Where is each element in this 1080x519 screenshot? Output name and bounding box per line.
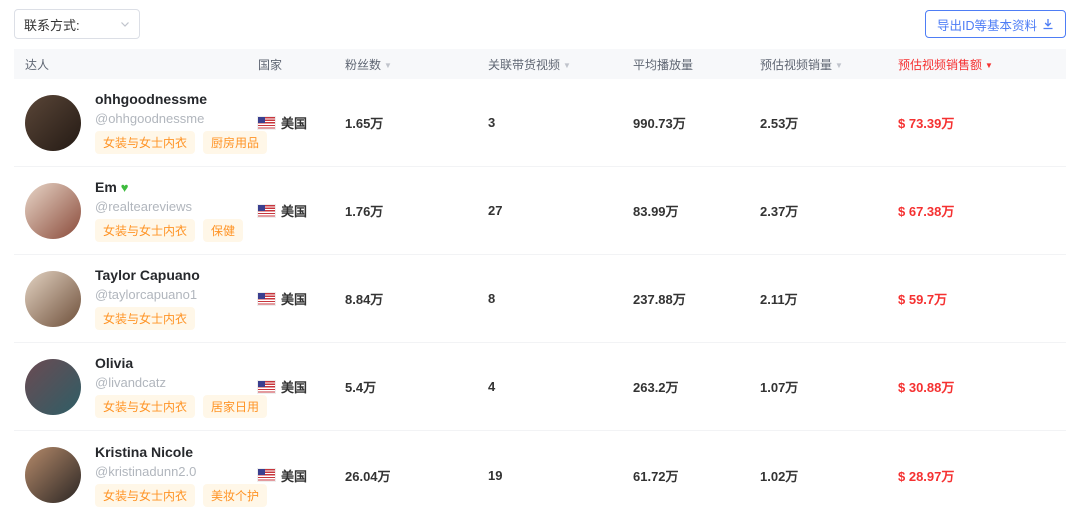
est-sales-amount-cell: $ 67.38万 bbox=[898, 204, 955, 219]
country-cell: 美国 bbox=[257, 289, 345, 308]
col-header-est-sales[interactable]: 预估视频销量 ▼ bbox=[760, 57, 843, 72]
export-basic-info-button[interactable]: 导出ID等基本资料 bbox=[924, 10, 1066, 38]
country-cell: 美国 bbox=[257, 113, 345, 132]
us-flag-icon bbox=[257, 468, 276, 482]
creator-handle: @kristinadunn2.0 bbox=[95, 463, 197, 479]
creator-cell: Taylor Capuano♥ @taylorcapuano1 女装与女士内衣 bbox=[14, 267, 258, 330]
col-header-avg-views: 平均播放量 bbox=[633, 57, 694, 72]
avg-views-cell: 263.2万 bbox=[633, 380, 679, 395]
creator-name: ohhgoodnessme♥ bbox=[95, 91, 208, 107]
avatar[interactable] bbox=[25, 447, 81, 503]
sort-caret-icon: ▼ bbox=[384, 60, 392, 70]
creator-handle: @ohhgoodnessme bbox=[95, 111, 205, 126]
col-header-followers[interactable]: 粉丝数 ▼ bbox=[345, 57, 392, 72]
avg-views-cell: 990.73万 bbox=[633, 116, 686, 131]
related-videos-cell: 27 bbox=[488, 203, 503, 218]
chevron-down-icon bbox=[120, 19, 130, 29]
sort-caret-icon: ▼ bbox=[835, 60, 843, 70]
creator-cell: Kristina Nicole♥ @kristinadunn2.0 女装与女士内… bbox=[14, 444, 268, 507]
est-sales-amount-cell: $ 73.39万 bbox=[898, 116, 955, 131]
followers-cell: 5.4万 bbox=[345, 380, 377, 395]
related-videos-cell: 4 bbox=[488, 379, 496, 394]
export-button-label: 导出ID等基本资料 bbox=[936, 18, 1037, 33]
avg-views-cell: 61.72万 bbox=[633, 468, 679, 484]
est-sales-amount-cell: $ 28.97万 bbox=[898, 468, 955, 484]
est-sales-amount-cell: $ 59.7万 bbox=[898, 292, 948, 307]
category-tag: 女装与女士内衣 bbox=[95, 395, 196, 418]
creator-name: Olivia♥ bbox=[95, 355, 134, 371]
table-row[interactable]: Kristina Nicole♥ @kristinadunn2.0 女装与女士内… bbox=[14, 431, 1066, 519]
col-header-creator: 达人 bbox=[25, 57, 50, 72]
table-row[interactable]: Em ♥ @realteareviews 女装与女士内衣 保健 美国 1.76万 2… bbox=[14, 167, 1066, 255]
country-cell: 美国 bbox=[257, 377, 345, 396]
category-tag: 保健 bbox=[203, 219, 244, 242]
followers-cell: 26.04万 bbox=[345, 468, 391, 484]
contact-filter-dropdown[interactable]: 联系方式: bbox=[14, 9, 140, 39]
est-sales-cell: 2.53万 bbox=[760, 116, 799, 131]
category-tags: 女装与女士内衣 厨房用品 bbox=[95, 131, 268, 154]
us-flag-icon bbox=[257, 291, 276, 306]
followers-cell: 8.84万 bbox=[345, 292, 384, 307]
avatar[interactable] bbox=[25, 182, 81, 239]
us-flag-icon bbox=[257, 115, 276, 130]
avatar[interactable] bbox=[25, 270, 81, 327]
category-tags: 女装与女士内衣 保健 bbox=[95, 219, 244, 242]
creator-cell: Em ♥ @realteareviews 女装与女士内衣 保健 bbox=[14, 179, 258, 242]
category-tag: 女装与女士内衣 bbox=[95, 219, 196, 242]
category-tag: 厨房用品 bbox=[203, 131, 268, 154]
us-flag-icon bbox=[257, 203, 276, 218]
avg-views-cell: 83.99万 bbox=[633, 204, 679, 219]
creator-handle: @realteareviews bbox=[95, 199, 193, 214]
col-header-est-sales-amount[interactable]: 预估视频销售额 ▼ bbox=[898, 57, 993, 72]
avg-views-cell: 237.88万 bbox=[633, 292, 686, 307]
table-header: 达人 国家 粉丝数 ▼ 关联带货视频 ▼ 平均播放量 预估视频销量 ▼ 预估视频销售额… bbox=[14, 49, 1066, 79]
related-videos-cell: 3 bbox=[488, 115, 496, 130]
est-sales-amount-cell: $ 30.88万 bbox=[898, 380, 955, 395]
category-tag: 居家日用 bbox=[203, 395, 268, 418]
followers-cell: 1.65万 bbox=[345, 116, 384, 131]
sort-caret-icon: ▼ bbox=[985, 60, 993, 70]
est-sales-cell: 2.37万 bbox=[760, 204, 799, 219]
followers-cell: 1.76万 bbox=[345, 204, 384, 219]
category-tags: 女装与女士内衣 居家日用 bbox=[95, 395, 268, 418]
related-videos-cell: 19 bbox=[488, 467, 503, 483]
avatar[interactable] bbox=[25, 94, 81, 151]
creator-name: Taylor Capuano♥ bbox=[95, 267, 200, 283]
category-tags: 女装与女士内衣 美妆个护 bbox=[95, 483, 268, 507]
related-videos-cell: 8 bbox=[488, 291, 496, 306]
col-header-related-videos[interactable]: 关联带货视频 ▼ bbox=[488, 57, 571, 72]
category-tags: 女装与女士内衣 bbox=[95, 307, 200, 330]
category-tag: 女装与女士内衣 bbox=[95, 307, 196, 330]
creator-table: 达人 国家 粉丝数 ▼ 关联带货视频 ▼ 平均播放量 预估视频销量 ▼ 预估视频销售额… bbox=[14, 49, 1066, 519]
toolbar: 联系方式: 导出ID等基本资料 bbox=[0, 0, 1080, 39]
creator-name: Kristina Nicole♥ bbox=[95, 443, 194, 460]
table-row[interactable]: ohhgoodnessme♥ @ohhgoodnessme 女装与女士内衣厨房用… bbox=[14, 79, 1066, 167]
us-flag-icon bbox=[257, 379, 276, 394]
contact-filter-label: 联系方式: bbox=[24, 17, 80, 33]
download-icon bbox=[1042, 18, 1054, 30]
creator-name: Em ♥ bbox=[95, 179, 129, 195]
est-sales-cell: 1.02万 bbox=[760, 468, 799, 484]
country-cell: 美国 bbox=[257, 466, 345, 485]
green-heart-icon: ♥ bbox=[120, 179, 129, 195]
col-header-country: 国家 bbox=[258, 57, 283, 72]
est-sales-cell: 2.11万 bbox=[760, 292, 798, 307]
table-row[interactable]: Taylor Capuano♥ @taylorcapuano1 女装与女士内衣 … bbox=[14, 255, 1066, 343]
creator-handle: @taylorcapuano1 bbox=[95, 287, 198, 302]
table-body: ohhgoodnessme♥ @ohhgoodnessme 女装与女士内衣厨房用… bbox=[14, 79, 1066, 519]
category-tag: 女装与女士内衣 bbox=[95, 131, 196, 154]
country-cell: 美国 bbox=[257, 201, 345, 220]
sort-caret-icon: ▼ bbox=[563, 60, 571, 70]
category-tag: 女装与女士内衣 bbox=[95, 483, 196, 507]
creator-cell: ohhgoodnessme♥ @ohhgoodnessme 女装与女士内衣厨房用… bbox=[14, 91, 268, 154]
avatar[interactable] bbox=[25, 358, 81, 415]
creator-handle: @livandcatz bbox=[95, 375, 167, 390]
est-sales-cell: 1.07万 bbox=[760, 380, 799, 395]
category-tag: 美妆个护 bbox=[203, 483, 268, 507]
